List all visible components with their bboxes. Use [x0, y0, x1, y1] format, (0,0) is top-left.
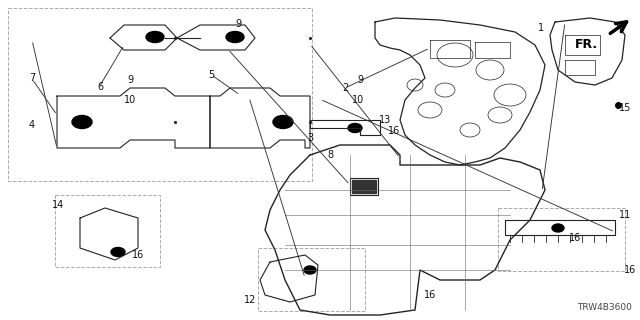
Text: 4: 4 [29, 120, 35, 130]
Text: 13: 13 [379, 115, 391, 125]
Ellipse shape [72, 116, 92, 129]
Text: FR.: FR. [575, 38, 598, 51]
Text: 9: 9 [235, 19, 241, 29]
Text: 5: 5 [208, 70, 214, 80]
Ellipse shape [273, 116, 293, 129]
Ellipse shape [146, 31, 164, 43]
Ellipse shape [226, 31, 244, 43]
Text: 6: 6 [97, 82, 103, 92]
Ellipse shape [348, 124, 362, 132]
Bar [55, 195, 160, 267]
Text: 16: 16 [569, 233, 581, 243]
Text: 2: 2 [342, 83, 348, 93]
Ellipse shape [304, 266, 316, 274]
Text: 15: 15 [619, 103, 631, 113]
Text: 9: 9 [357, 75, 363, 85]
Text: 16: 16 [424, 290, 436, 300]
Text: 1: 1 [538, 23, 544, 33]
Bar [258, 248, 365, 311]
Text: 9: 9 [127, 75, 133, 85]
Text: 8: 8 [327, 150, 333, 160]
Text: 14: 14 [52, 200, 64, 210]
Text: 10: 10 [352, 95, 364, 105]
Ellipse shape [552, 224, 564, 232]
Text: 12: 12 [244, 295, 256, 305]
Bar [498, 208, 625, 271]
Polygon shape [352, 180, 376, 193]
Text: TRW4B3600: TRW4B3600 [577, 303, 632, 312]
Bar [8, 8, 312, 181]
Text: 16: 16 [624, 265, 636, 275]
Text: 16: 16 [132, 250, 144, 260]
Text: 11: 11 [619, 210, 631, 220]
Text: 10: 10 [124, 95, 136, 105]
Text: 3: 3 [307, 133, 313, 143]
Ellipse shape [111, 247, 125, 257]
Text: 16: 16 [388, 126, 400, 136]
Text: 7: 7 [29, 73, 35, 83]
